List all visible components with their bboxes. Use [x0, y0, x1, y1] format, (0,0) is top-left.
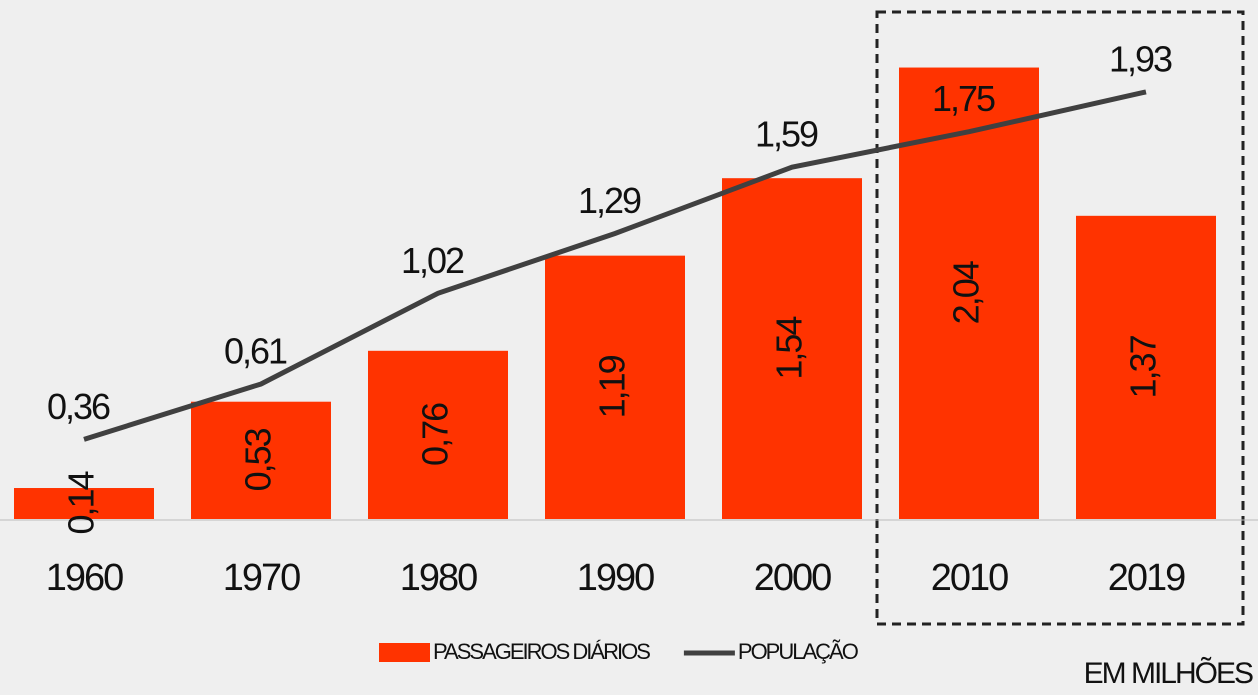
line-value-label: 0,36 — [47, 386, 110, 427]
bar — [14, 488, 154, 519]
bar — [1076, 215, 1216, 519]
bar — [545, 255, 685, 519]
x-tick-label: 2000 — [754, 557, 831, 599]
bar-value-label: 0,53 — [238, 428, 279, 491]
bar — [722, 178, 862, 520]
legend-swatch — [379, 643, 430, 662]
line-value-label: 1,59 — [755, 114, 818, 155]
line-value-label: 1,02 — [401, 240, 464, 281]
line-value-label: 0,61 — [224, 331, 287, 372]
line-value-label: 1,29 — [578, 180, 641, 221]
x-tick-label: 1990 — [577, 557, 654, 599]
bar-value-label: 1,54 — [769, 317, 810, 380]
highlight-box — [875, 10, 1245, 626]
bar-value-label: 0,76 — [415, 403, 456, 466]
x-tick-label: 1980 — [400, 557, 477, 599]
x-tick-label: 2019 — [1108, 557, 1185, 599]
bar-value-label: 1,19 — [592, 355, 633, 418]
bar-value-label: 0,14 — [61, 472, 102, 535]
x-tick-label: 1970 — [223, 557, 300, 599]
legend-label: POPULAÇÃO — [738, 639, 859, 664]
bar-value-label: 1,37 — [1123, 335, 1164, 398]
line-value-label: 1,75 — [932, 78, 995, 119]
bar — [191, 401, 331, 519]
bar — [368, 350, 508, 519]
x-tick-label: 1960 — [46, 557, 123, 599]
legend-label: PASSAGEIROS DIÁRIOS — [433, 639, 650, 664]
line — [83, 89, 1147, 442]
bar-value-label: 2,04 — [946, 261, 987, 324]
line-value-label: 1,93 — [1109, 38, 1172, 79]
unit-note: EM MILHÕES — [1084, 656, 1253, 690]
x-tick-label: 2010 — [931, 557, 1008, 599]
